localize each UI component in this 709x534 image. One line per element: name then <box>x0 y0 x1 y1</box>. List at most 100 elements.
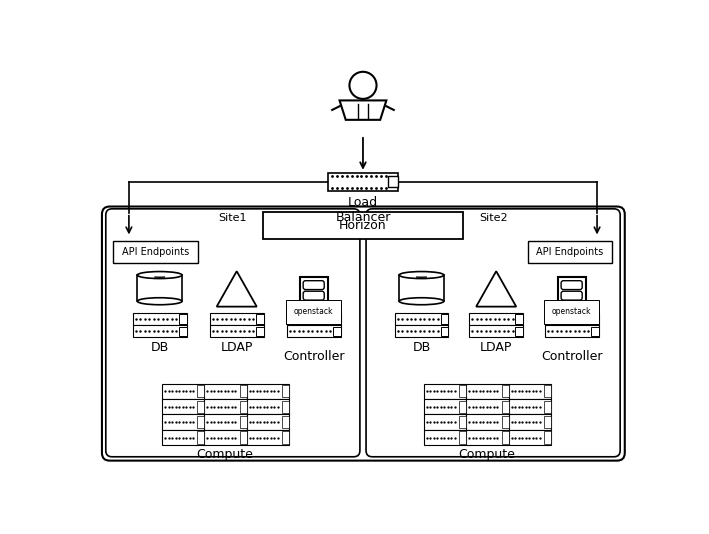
Bar <box>545 313 598 325</box>
Bar <box>544 385 551 397</box>
Bar <box>394 325 449 337</box>
Bar <box>113 241 199 263</box>
Bar <box>469 313 523 325</box>
Bar <box>247 430 289 445</box>
Bar <box>179 327 186 336</box>
Bar <box>138 278 182 301</box>
Bar <box>240 416 247 428</box>
Bar <box>333 327 340 336</box>
Bar <box>240 431 247 444</box>
Bar <box>162 399 204 414</box>
Bar <box>197 416 204 428</box>
Bar <box>469 325 523 337</box>
Ellipse shape <box>138 298 182 305</box>
Bar <box>256 327 264 336</box>
FancyBboxPatch shape <box>303 291 324 300</box>
Bar <box>424 399 466 414</box>
Bar <box>441 315 449 324</box>
Text: Site2: Site2 <box>479 213 508 223</box>
Bar <box>424 430 466 445</box>
Bar <box>466 430 508 445</box>
Bar <box>204 383 247 399</box>
Text: LDAP: LDAP <box>480 341 513 354</box>
Polygon shape <box>340 100 386 120</box>
Bar <box>263 212 463 239</box>
Bar <box>459 431 466 444</box>
Bar <box>459 385 466 397</box>
Bar <box>204 399 247 414</box>
FancyBboxPatch shape <box>366 209 620 457</box>
Bar <box>508 399 551 414</box>
Bar <box>508 430 551 445</box>
Ellipse shape <box>399 298 444 305</box>
Bar <box>399 278 444 301</box>
Bar <box>328 172 398 191</box>
Bar <box>515 327 523 336</box>
Text: openstack: openstack <box>294 308 333 317</box>
Bar <box>286 313 340 325</box>
Text: Load
Balancer: Load Balancer <box>335 196 391 224</box>
Bar <box>441 327 449 336</box>
Bar <box>300 277 328 305</box>
Bar <box>544 416 551 428</box>
Bar <box>545 325 598 337</box>
Bar <box>544 400 551 413</box>
Bar <box>466 399 508 414</box>
Bar <box>286 325 340 337</box>
Bar <box>210 325 264 337</box>
Bar <box>179 315 186 324</box>
Text: LDAP: LDAP <box>220 341 253 354</box>
Bar <box>501 400 508 413</box>
Bar <box>527 241 613 263</box>
Polygon shape <box>476 271 516 307</box>
Bar <box>204 430 247 445</box>
Text: DB: DB <box>150 341 169 354</box>
Bar <box>197 431 204 444</box>
Bar <box>162 414 204 430</box>
Bar <box>282 416 289 428</box>
Bar <box>282 400 289 413</box>
Bar <box>197 400 204 413</box>
Bar <box>247 383 289 399</box>
Bar <box>256 315 264 324</box>
Polygon shape <box>217 271 257 307</box>
Text: openstack: openstack <box>552 308 591 317</box>
Bar <box>501 431 508 444</box>
Text: Compute: Compute <box>459 447 515 460</box>
Bar <box>282 385 289 397</box>
Bar <box>240 400 247 413</box>
Bar <box>197 385 204 397</box>
Bar <box>459 416 466 428</box>
Bar <box>162 430 204 445</box>
Bar <box>210 313 264 325</box>
Text: Compute: Compute <box>196 447 254 460</box>
Bar <box>282 431 289 444</box>
Bar <box>133 313 186 325</box>
Bar <box>515 315 523 324</box>
FancyBboxPatch shape <box>106 209 360 457</box>
Bar <box>591 315 598 324</box>
Bar <box>508 383 551 399</box>
Text: Site1: Site1 <box>218 213 247 223</box>
Bar <box>558 277 586 305</box>
FancyBboxPatch shape <box>303 281 324 289</box>
Bar <box>247 399 289 414</box>
Bar <box>133 325 186 337</box>
Text: Controller: Controller <box>283 350 345 363</box>
Bar <box>204 414 247 430</box>
Bar <box>389 177 398 187</box>
Text: Horizon: Horizon <box>339 218 387 232</box>
Bar <box>459 400 466 413</box>
FancyBboxPatch shape <box>102 207 625 461</box>
Bar <box>501 416 508 428</box>
Bar <box>591 327 598 336</box>
Text: API Endpoints: API Endpoints <box>122 247 189 257</box>
Bar <box>247 414 289 430</box>
Text: API Endpoints: API Endpoints <box>537 247 604 257</box>
Bar <box>466 414 508 430</box>
Bar <box>424 414 466 430</box>
Bar <box>466 383 508 399</box>
Bar <box>508 414 551 430</box>
Ellipse shape <box>138 272 182 279</box>
Ellipse shape <box>399 272 444 279</box>
